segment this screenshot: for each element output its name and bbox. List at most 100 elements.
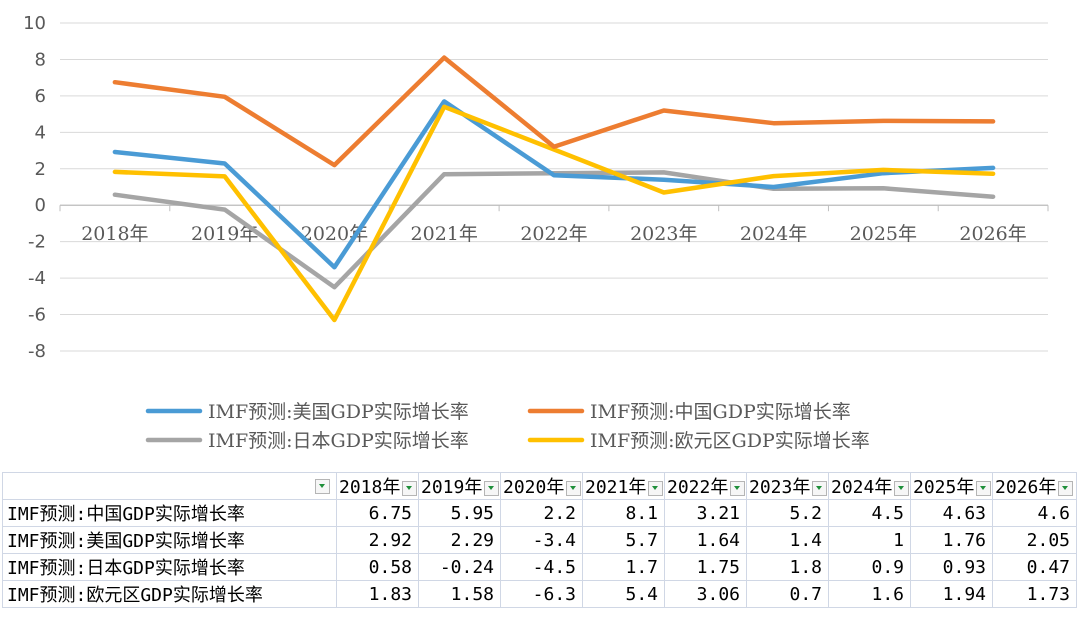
x-category-label: 2025年 <box>850 223 917 245</box>
table-cell[interactable]: -4.5 <box>500 553 583 581</box>
table-cell[interactable]: 4.5 <box>828 499 911 527</box>
x-category-label: 2022年 <box>520 223 587 245</box>
table-cell[interactable]: 5.2 <box>746 499 829 527</box>
filter-dropdown-icon[interactable] <box>1058 480 1074 496</box>
table-cell[interactable]: 1.4 <box>746 526 829 554</box>
y-tick-label: 0 <box>35 195 46 216</box>
table-cell[interactable]: 2.05 <box>992 526 1077 554</box>
filter-dropdown-icon[interactable] <box>730 480 746 496</box>
y-tick-label: 10 <box>23 13 46 34</box>
table-cell[interactable]: 0.47 <box>992 553 1077 581</box>
y-tick-label: -6 <box>28 305 46 326</box>
column-header[interactable]: 2026年 <box>992 472 1077 500</box>
table-cell[interactable]: 2.2 <box>500 499 583 527</box>
table-cell[interactable]: 0.9 <box>828 553 911 581</box>
x-axis-categories: 2018年 2019年 2020年 2021年 2022年 2023年 2024年 2025年… <box>81 223 1027 245</box>
table-cell[interactable]: 1.94 <box>910 580 993 608</box>
filter-dropdown-icon[interactable] <box>894 480 910 496</box>
filter-dropdown-icon[interactable] <box>566 480 582 496</box>
y-tick-label: -4 <box>28 268 46 289</box>
table-cell[interactable]: 0.7 <box>746 580 829 608</box>
filter-dropdown-icon[interactable] <box>976 480 992 496</box>
row-label[interactable]: IMF预测:美国GDP实际增长率 <box>2 526 337 554</box>
y-tick-label: 2 <box>35 159 46 180</box>
series-line <box>112 104 996 323</box>
column-header-label: 2021年 <box>585 477 647 498</box>
filter-dropdown-icon[interactable] <box>648 480 664 496</box>
table-corner-filter[interactable] <box>2 472 337 500</box>
row-label[interactable]: IMF预测:中国GDP实际增长率 <box>2 499 337 527</box>
column-header[interactable]: 2024年 <box>828 472 911 500</box>
table-cell[interactable]: 6.75 <box>336 499 419 527</box>
y-axis-ticks: 10 8 6 4 2 0 -2 -4 -6 -8 <box>23 13 46 362</box>
series-lines <box>112 55 996 323</box>
x-category-label: 2018年 <box>81 223 148 245</box>
column-header[interactable]: 2021年 <box>582 472 665 500</box>
grid-lines <box>60 22 1048 352</box>
table-row[interactable]: IMF预测:欧元区GDP实际增长率 1.83 1.58 -6.3 5.4 3.0… <box>2 580 1077 608</box>
y-tick-label: -8 <box>28 341 46 362</box>
column-header[interactable]: 2019年 <box>418 472 501 500</box>
x-category-label: 2019年 <box>191 223 258 245</box>
y-tick-label: 6 <box>35 86 46 107</box>
column-header[interactable]: 2020年 <box>500 472 583 500</box>
table-cell[interactable]: 3.21 <box>664 499 747 527</box>
column-header-label: 2024年 <box>831 477 893 498</box>
legend-label: IMF预测:欧元区GDP实际增长率 <box>590 430 870 452</box>
column-header[interactable]: 2022年 <box>664 472 747 500</box>
chart-area: 10 8 6 4 2 0 -2 -4 -6 -8 2018年 2019年 2020年 2021年 2022… <box>23 13 1049 452</box>
table-cell[interactable]: 5.7 <box>582 526 665 554</box>
y-tick-label: -2 <box>28 232 46 253</box>
table-cell[interactable]: 0.93 <box>910 553 993 581</box>
column-header[interactable]: 2023年 <box>746 472 829 500</box>
column-header-label: 2022年 <box>667 477 729 498</box>
column-header[interactable]: 2025年 <box>910 472 993 500</box>
filter-dropdown-icon[interactable] <box>402 480 418 496</box>
table-cell[interactable]: 1.83 <box>336 580 419 608</box>
table-cell[interactable]: -0.24 <box>418 553 501 581</box>
column-header-label: 2018年 <box>339 477 401 498</box>
table-cell[interactable]: -3.4 <box>500 526 583 554</box>
table-cell[interactable]: 5.95 <box>418 499 501 527</box>
column-header-label: 2025年 <box>913 477 975 498</box>
legend-label: IMF预测:日本GDP实际增长率 <box>208 430 469 452</box>
table-cell[interactable]: 1.7 <box>582 553 665 581</box>
table-cell[interactable]: 2.29 <box>418 526 501 554</box>
row-label[interactable]: IMF预测:日本GDP实际增长率 <box>2 553 337 581</box>
table-cell[interactable]: 4.63 <box>910 499 993 527</box>
table-cell[interactable]: 1.8 <box>746 553 829 581</box>
table-row[interactable]: IMF预测:美国GDP实际增长率 2.92 2.29 -3.4 5.7 1.64… <box>2 526 1077 554</box>
y-tick-label: 4 <box>35 122 46 143</box>
table-row[interactable]: IMF预测:中国GDP实际增长率 6.75 5.95 2.2 8.1 3.21 … <box>2 499 1077 527</box>
table-cell[interactable]: -6.3 <box>500 580 583 608</box>
table-cell[interactable]: 1.64 <box>664 526 747 554</box>
table-cell[interactable]: 1.58 <box>418 580 501 608</box>
data-table: 2018年 2019年 2020年 2021年 2022年 2023年 2024… <box>2 472 1077 608</box>
table-header-row: 2018年 2019年 2020年 2021年 2022年 2023年 2024… <box>2 472 1077 500</box>
filter-dropdown-icon[interactable] <box>484 480 500 496</box>
table-row[interactable]: IMF预测:日本GDP实际增长率 0.58 -0.24 -4.5 1.7 1.7… <box>2 553 1077 581</box>
table-cell[interactable]: 1.76 <box>910 526 993 554</box>
series-line <box>112 99 996 270</box>
table-cell[interactable]: 1 <box>828 526 911 554</box>
table-cell[interactable]: 0.58 <box>336 553 419 581</box>
table-cell[interactable]: 5.4 <box>582 580 665 608</box>
table-cell[interactable]: 2.92 <box>336 526 419 554</box>
y-tick-label: 8 <box>35 49 46 70</box>
column-header-label: 2019年 <box>421 477 483 498</box>
filter-dropdown-icon[interactable] <box>812 480 828 496</box>
filter-dropdown-icon[interactable] <box>315 479 330 494</box>
table-cell[interactable]: 1.73 <box>992 580 1077 608</box>
data-table-container: 2018年 2019年 2020年 2021年 2022年 2023年 2024… <box>2 472 1077 608</box>
series-line <box>112 55 996 168</box>
table-cell[interactable]: 4.6 <box>992 499 1077 527</box>
column-header-label: 2026年 <box>995 477 1057 498</box>
x-category-label: 2021年 <box>411 223 478 245</box>
column-header[interactable]: 2018年 <box>336 472 419 500</box>
table-cell[interactable]: 8.1 <box>582 499 665 527</box>
row-label[interactable]: IMF预测:欧元区GDP实际增长率 <box>2 580 337 608</box>
table-cell[interactable]: 3.06 <box>664 580 747 608</box>
table-cell[interactable]: 1.6 <box>828 580 911 608</box>
table-cell[interactable]: 1.75 <box>664 553 747 581</box>
